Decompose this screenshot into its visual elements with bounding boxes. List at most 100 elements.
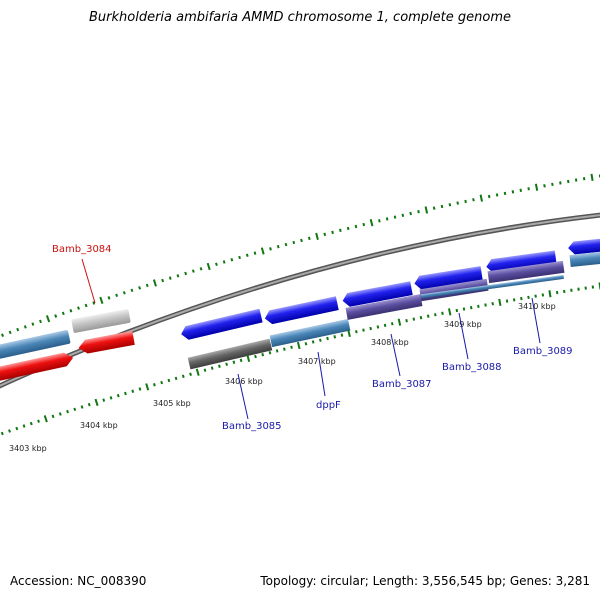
leader-line-dppf (317, 351, 326, 397)
minor-tick (390, 322, 394, 326)
feature-segment[interactable] (487, 260, 565, 284)
gene-label-bamb-3084[interactable]: Bamb_3084 (52, 244, 112, 255)
reverse-gene-arrow[interactable] (77, 331, 135, 355)
minor-tick (354, 224, 358, 229)
minor-tick (333, 335, 337, 339)
minor-tick (87, 402, 91, 407)
major-tick (260, 247, 265, 255)
minor-tick (253, 251, 257, 255)
minor-tick (551, 182, 554, 187)
forward-genes-row (180, 238, 600, 341)
scale-label: 3409 kbp (444, 320, 482, 329)
minor-tick (417, 210, 420, 214)
minor-tick (383, 323, 387, 328)
gene-label-leaders (81, 258, 541, 420)
minor-tick (495, 193, 499, 197)
minor-tick (168, 276, 172, 280)
leader-line-bamb-3084 (81, 258, 96, 304)
minor-tick (160, 380, 164, 385)
accession-text: Accession: NC_008390 (10, 574, 147, 588)
minor-tick (340, 333, 344, 337)
minor-tick (8, 330, 12, 335)
track-upper-left (0, 309, 131, 361)
minor-tick (239, 358, 243, 363)
minor-tick (222, 260, 226, 264)
minor-tick (161, 278, 165, 283)
minor-tick (563, 289, 566, 294)
minor-tick (555, 290, 559, 295)
track-lower-row (187, 251, 600, 370)
minor-tick (520, 296, 523, 301)
feature-segment[interactable] (0, 330, 71, 361)
minor-tick (29, 421, 33, 426)
minor-tick (92, 301, 96, 305)
feature-segment[interactable] (420, 274, 564, 299)
minor-tick (323, 232, 327, 237)
minor-tick (456, 201, 459, 205)
cds-arrow-dppf[interactable] (263, 296, 339, 325)
minor-tick (441, 311, 444, 315)
minor-tick (254, 354, 257, 359)
minor-tick (176, 274, 180, 278)
cds-arrow-bamb-3089[interactable] (485, 250, 557, 274)
minor-tick (304, 342, 308, 346)
minor-tick (184, 271, 188, 276)
minor-tick (574, 178, 578, 182)
minor-tick (393, 215, 397, 219)
cds-arrow-bamb-3085[interactable] (180, 308, 263, 341)
cds-arrow-bamb-3088[interactable] (413, 266, 483, 290)
minor-tick (22, 424, 26, 428)
major-tick (534, 183, 539, 191)
major-tick (152, 279, 157, 287)
cds-arrow-next[interactable] (567, 238, 600, 255)
major-tick (99, 296, 104, 305)
reverse-genes-left (0, 331, 135, 383)
minor-tick (167, 378, 171, 383)
minor-tick (369, 326, 372, 331)
reverse-gene-arrow[interactable] (0, 351, 75, 383)
feature-segment[interactable] (345, 294, 423, 320)
gene-label-bamb-3085[interactable]: Bamb_3085 (222, 421, 282, 432)
minor-tick (0, 431, 4, 436)
major-tick (45, 315, 51, 323)
minor-tick (261, 352, 265, 357)
minor-tick (58, 412, 62, 416)
minor-tick (541, 293, 545, 297)
minor-tick (153, 383, 156, 387)
minor-tick (378, 219, 381, 223)
major-tick (590, 173, 594, 181)
minor-tick (503, 191, 507, 196)
minor-tick (102, 398, 106, 402)
minor-tick (275, 349, 279, 353)
minor-tick (189, 372, 192, 376)
minor-tick (412, 317, 416, 321)
minor-tick (284, 242, 288, 247)
minor-tick (307, 236, 311, 241)
genome-backbone (0, 212, 600, 389)
gene-label-bamb-3087[interactable]: Bamb_3087 (372, 379, 432, 390)
genome-summary-text: Topology: circular; Length: 3,556,545 bp… (260, 574, 590, 588)
cds-arrow-bamb-3087[interactable] (341, 281, 413, 308)
minor-tick (472, 198, 475, 202)
feature-segment[interactable] (187, 338, 273, 370)
minor-tick (109, 396, 113, 400)
minor-tick (230, 258, 234, 262)
feature-segment[interactable] (71, 309, 131, 333)
feature-segment[interactable] (569, 251, 600, 268)
minor-tick (326, 336, 329, 341)
gene-label-bamb-3088[interactable]: Bamb_3088 (442, 362, 502, 373)
minor-tick (124, 391, 127, 396)
minor-tick (434, 313, 437, 317)
gene-label-dppf[interactable]: dppF (316, 400, 341, 411)
outer-scale-ticks (1, 173, 600, 337)
minor-tick (567, 179, 570, 184)
feature-segment[interactable] (269, 318, 351, 348)
minor-tick (54, 314, 58, 318)
major-tick (206, 262, 211, 271)
gene-label-bamb-3089[interactable]: Bamb_3089 (513, 346, 573, 357)
minor-tick (39, 319, 42, 324)
minor-tick (122, 291, 126, 295)
minor-tick (505, 299, 509, 303)
